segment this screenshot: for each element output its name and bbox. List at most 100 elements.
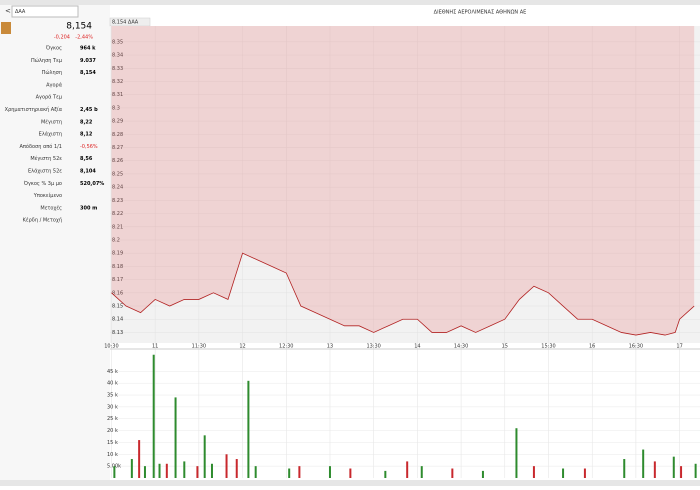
price-line <box>111 252 695 336</box>
volume-bar <box>532 466 535 478</box>
field-label: Μετοχές <box>40 204 62 211</box>
volume-bar <box>406 461 409 478</box>
y-tick-label: 25 k <box>107 416 118 422</box>
field-value: -0,56% <box>80 144 98 150</box>
field-label: Όγκος <box>45 45 62 52</box>
volume-bar <box>165 463 168 478</box>
volume-bar <box>680 466 683 478</box>
field-label: Χρηματιστηριακή Αξία <box>5 106 63 113</box>
y-tick-label: 8.34 <box>112 53 123 59</box>
field-label: Υποκείμενο <box>33 192 62 199</box>
y-tick-label: 10 k <box>107 452 118 458</box>
price-area <box>111 26 695 336</box>
volume-bar <box>158 463 161 478</box>
volume-bar <box>247 380 250 478</box>
volume-bar <box>384 470 387 478</box>
x-tick-label: 11 <box>152 344 158 350</box>
volume-bar <box>328 466 331 478</box>
field-label: Πώληση <box>42 69 62 76</box>
volume-bar <box>203 435 206 478</box>
field-label: Απόδοση από 1/1 <box>19 143 62 150</box>
field-label: Μέγιστη <box>41 118 62 125</box>
legend-text: 8,154 ΔΑΑ <box>112 20 139 26</box>
field-label: Ελάχιστη <box>39 131 62 138</box>
volume-bar <box>481 470 484 478</box>
y-tick-label: 8.29 <box>112 119 123 125</box>
x-tick-label: 10:30 <box>104 344 118 350</box>
y-tick-label: 8.32 <box>112 79 123 85</box>
y-tick-label: 30 k <box>107 404 118 410</box>
y-tick-label: 35 k <box>107 393 118 399</box>
x-tick-label: 13:30 <box>366 344 380 350</box>
volume-bar <box>515 428 518 478</box>
y-tick-label: 8.31 <box>112 92 123 98</box>
x-tick-label: 12:30 <box>279 344 293 350</box>
field-value: 2,45 b <box>80 107 98 113</box>
bottom-bar <box>0 480 700 486</box>
volume-bar <box>288 468 291 478</box>
y-tick-label: 8.23 <box>112 198 123 204</box>
left-panel <box>0 5 110 486</box>
field-value: 8,56 <box>80 156 93 162</box>
field-label: Ελάχιστη 52ε <box>28 168 62 175</box>
volume-bar <box>583 468 586 478</box>
x-tick-label: 11:30 <box>192 344 206 350</box>
field-value: 8,154 <box>80 70 96 76</box>
y-tick-label: 8.2 <box>112 237 120 243</box>
chart-title: ΔΙΕΘΝΗΣ ΑΕΡΟΛΙΜΕΝΑΣ ΑΘΗΝΩΝ ΑΕ <box>434 10 527 16</box>
y-tick-label: 8.28 <box>112 132 123 138</box>
volume-bar <box>254 466 257 478</box>
volume-bar <box>152 354 155 478</box>
field-value: 8,22 <box>80 119 93 125</box>
y-tick-label: 8.13 <box>112 330 123 336</box>
top-bar <box>0 0 700 5</box>
search-box[interactable] <box>11 5 79 18</box>
field-value: 300 m <box>80 205 97 211</box>
volume-bar <box>196 466 199 478</box>
x-tick-label: 12 <box>239 344 245 350</box>
y-tick-label: 8.21 <box>112 224 123 230</box>
y-tick-label: 8.27 <box>112 145 123 151</box>
y-tick-label: 15 k <box>107 440 118 446</box>
volume-bar <box>349 468 352 478</box>
y-tick-label: 40 k <box>107 381 118 387</box>
price: 8,154 <box>66 22 92 32</box>
y-tick-label: 8.22 <box>112 211 123 217</box>
search-text: ΔΑΑ <box>15 9 26 15</box>
y-tick-label: 8.19 <box>112 251 123 257</box>
volume-bar <box>694 463 697 478</box>
calendar-icon <box>1 22 11 34</box>
field-value: 9.037 <box>80 58 96 64</box>
volume-bar <box>113 466 116 478</box>
y-tick-label: 8.15 <box>112 304 123 310</box>
volume-bar <box>174 397 177 478</box>
title-bar <box>110 6 700 19</box>
x-tick-label: 15:30 <box>541 344 555 350</box>
volume-bar <box>642 449 645 478</box>
x-tick-label: 15 <box>502 344 508 350</box>
y-tick-label: 20 k <box>107 428 118 434</box>
x-tick-label: 14 <box>414 344 420 350</box>
volume-bar <box>420 466 423 478</box>
field-label: Αγορά <box>46 81 63 88</box>
y-tick-label: 8.17 <box>112 277 123 283</box>
y-tick-label: 8.35 <box>112 39 123 45</box>
x-tick-label: 16 <box>589 344 595 350</box>
volume-bar <box>653 461 656 478</box>
change-pct: -2,44% <box>75 35 93 41</box>
back-button[interactable]: < <box>5 7 11 15</box>
y-tick-label: 8.18 <box>112 264 123 270</box>
x-tick-label: 13 <box>327 344 333 350</box>
volume-bar <box>623 459 626 478</box>
plot-background <box>110 26 700 343</box>
y-tick-label: 8.14 <box>112 317 123 323</box>
x-tick-label: 16:30 <box>629 344 643 350</box>
y-tick-label: 45 k <box>107 369 118 375</box>
y-tick-label: 8.25 <box>112 171 123 177</box>
volume-bar <box>183 461 186 478</box>
field-value: 8,12 <box>80 132 93 138</box>
field-label: Όγκος % 3μ μο <box>23 180 62 187</box>
field-label: Αγορά Τεμ <box>36 94 63 101</box>
